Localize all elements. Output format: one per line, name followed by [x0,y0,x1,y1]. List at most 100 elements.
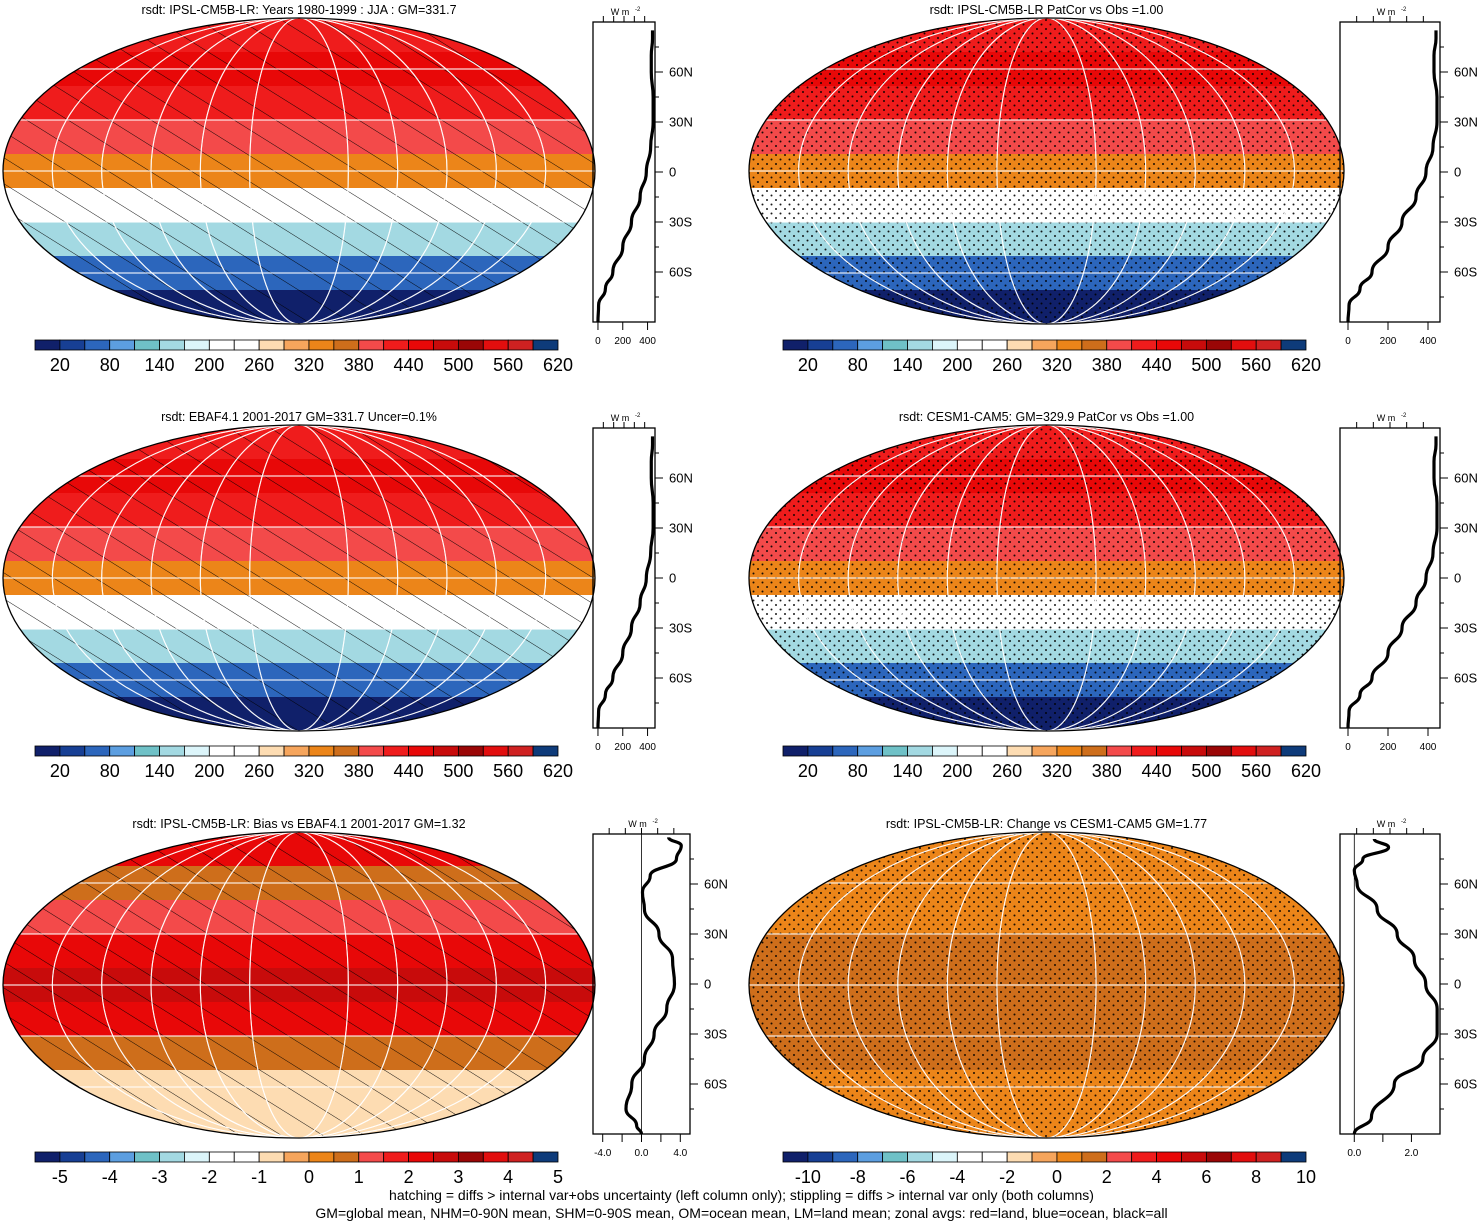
colorbar-swatch [981,1151,1008,1163]
colorbar-swatch [59,339,86,351]
colorbar-swatch [981,745,1008,757]
colorbar-swatch [358,339,385,351]
colorbar-swatch [109,339,136,351]
colorbar-swatch [1181,1151,1207,1163]
colorbar-tick-label: 440 [394,761,424,781]
colorbar-swatch [482,339,509,351]
zonal-units-exponent: -2 [635,413,641,419]
colorbar-tick-label: 260 [992,761,1022,781]
colorbar-tick-label: 1 [354,1167,364,1187]
colorbar-swatch [857,339,884,351]
colorbar-swatch [932,745,958,757]
colorbar-swatch [258,1151,285,1163]
colorbar-swatch [84,1151,111,1163]
graticule-meridian [51,18,547,324]
colorbar-swatch [333,339,360,351]
zonal-units: W m [611,7,630,17]
map-outline [748,424,1345,732]
colorbar-tick-label: -3 [152,1167,168,1187]
graticule-meridian [51,832,547,1138]
zonal-lat-tick-label: 60N [669,65,693,80]
graticule-meridian [101,832,497,1138]
zonal-mean-curve [596,436,655,729]
graticule-meridian [897,832,1196,1138]
colorbar-swatch [782,339,809,351]
graticule-meridian [150,18,448,324]
map-outline [748,831,1345,1139]
panel-p3: rsdt: EBAF4.1 2001-2017 GM=331.7 Uncer=0… [2,410,693,781]
colorbar-tick-label: 500 [443,355,473,375]
colorbar-swatch [208,745,235,757]
graticule-meridian [847,425,1246,731]
zonal-mean-panel: W m -2 0 200 400 60N 30N 0 30S 60S [592,7,693,347]
zonal-lat-tick-label: 30N [1454,927,1478,942]
colorbar-swatch [433,1151,459,1163]
graticule-meridian [249,18,349,324]
graticule-meridian [51,425,547,731]
zonal-lat-tick-label: 30S [1454,621,1477,636]
colorbar-tick-label: 380 [1092,355,1122,375]
colorbar-tick-label: 2 [404,1167,414,1187]
colorbar-tick-label: 320 [294,355,324,375]
zonal-lat-tick-label: 0 [1454,571,1461,586]
colorbar-swatch [383,339,409,351]
colorbar-tick-label: 380 [344,761,374,781]
zonal-x-tick-label: 0 [1345,742,1351,753]
zonal-lat-tick-label: 0 [704,977,711,992]
colorbar-tick-label: 560 [1241,761,1271,781]
colorbar-swatch [857,1151,884,1163]
colorbar-tick-label: 200 [942,761,972,781]
colorbar-swatch [832,745,859,757]
colorbar-tick-label: 80 [848,355,868,375]
zonal-lat-tick-label: 60S [1454,265,1477,280]
colorbar-swatch [1006,1151,1033,1163]
zonal-lat-tick-label: 30S [1454,1027,1477,1042]
colorbar-swatch [159,1151,185,1163]
colorbar-tick-label: 80 [100,355,120,375]
graticule-meridian [199,425,399,731]
colorbar-swatch [59,745,86,757]
colorbar: 20 80 140 200 260 320 380 440 500 560 620 [34,745,573,781]
colorbar-swatch [1106,339,1133,351]
colorbar-tick-label: 8 [1251,1167,1261,1187]
graticule-meridian [150,425,448,731]
colorbar-swatch [59,1151,86,1163]
colorbar-swatch [308,339,335,351]
colorbar-swatch [1181,745,1207,757]
colorbar-swatch [956,339,983,351]
colorbar-tick-label: 80 [848,761,868,781]
colorbar-swatch [1280,339,1307,351]
colorbar-swatch [109,1151,136,1163]
colorbar-swatch [532,1151,559,1163]
colorbar-swatch [882,339,908,351]
colorbar-swatch [258,339,285,351]
colorbar-swatch [233,1151,260,1163]
map-field [3,18,595,324]
zonal-mean-panel: W m -2 -4.0 0.0 4.0 60N 30N 0 30S 60S [592,819,728,1159]
zonal-lat-tick-label: 60N [1454,65,1478,80]
colorbar-swatch [283,745,310,757]
colorbar-swatch [109,745,136,757]
zonal-lat-tick-label: 60N [704,877,728,892]
colorbar-swatch [482,1151,509,1163]
colorbar-swatch [907,1151,933,1163]
colorbar-tick-label: 4 [1152,1167,1162,1187]
colorbar-swatch [1131,1151,1157,1163]
zonal-lat-tick-label: 60S [669,671,692,686]
graticule-meridian [249,425,349,731]
graticule-meridian [798,832,1295,1138]
colorbar-swatch [1081,1151,1108,1163]
map-field [749,832,1344,1138]
map-title: rsdt: IPSL-CM5B-LR: Change vs CESM1-CAM5… [886,817,1207,831]
zonal-x-tick-label: 200 [614,336,631,347]
map-title: rsdt: EBAF4.1 2001-2017 GM=331.7 Uncer=0… [161,410,437,424]
zonal-x-tick-label: 0 [595,336,601,347]
zonal-x-tick-label: 400 [639,742,656,753]
colorbar-swatch [1156,1151,1182,1163]
zonal-lat-tick-label: 0 [669,571,676,586]
panel-p6: rsdt: IPSL-CM5B-LR: Change vs CESM1-CAM5… [748,817,1478,1187]
colorbar-swatch [308,745,335,757]
colorbar-swatch [1131,339,1157,351]
colorbar-tick-label: 260 [992,355,1022,375]
zonal-x-tick-label: 0.0 [1347,1148,1361,1159]
